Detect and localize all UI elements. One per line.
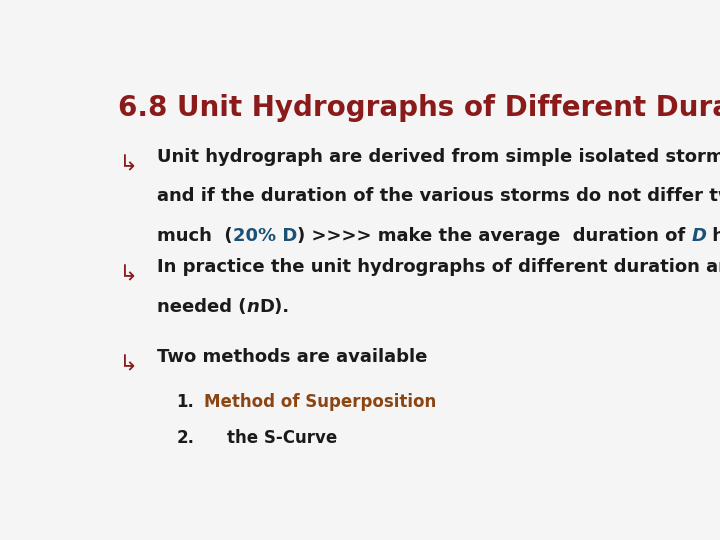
Text: ↰: ↰ [112,148,131,168]
Text: Two methods are available: Two methods are available [157,348,428,366]
Text: Unit hydrograph are derived from simple isolated storms: Unit hydrograph are derived from simple … [157,148,720,166]
Text: D).: D). [259,298,289,316]
Text: D: D [691,227,706,245]
Text: 6.8 Unit Hydrographs of Different Duration: 6.8 Unit Hydrographs of Different Durati… [118,94,720,122]
Text: 1.: 1. [176,393,194,411]
FancyBboxPatch shape [84,60,654,485]
Text: 20% D: 20% D [233,227,297,245]
Text: In practice the unit hydrographs of different duration are: In practice the unit hydrographs of diff… [157,258,720,276]
Text: the S-Curve: the S-Curve [204,429,338,447]
Text: and if the duration of the various storms do not differ two: and if the duration of the various storm… [157,187,720,205]
Text: needed (: needed ( [157,298,246,316]
Text: ↰: ↰ [112,258,131,278]
Text: h.: h. [706,227,720,245]
Text: Method of Superposition: Method of Superposition [204,393,436,411]
Text: ) >>>> make the average  duration of: ) >>>> make the average duration of [297,227,691,245]
Text: much  (: much ( [157,227,233,245]
Text: ↰: ↰ [112,348,131,368]
Text: n: n [246,298,259,316]
Text: 2.: 2. [176,429,194,447]
